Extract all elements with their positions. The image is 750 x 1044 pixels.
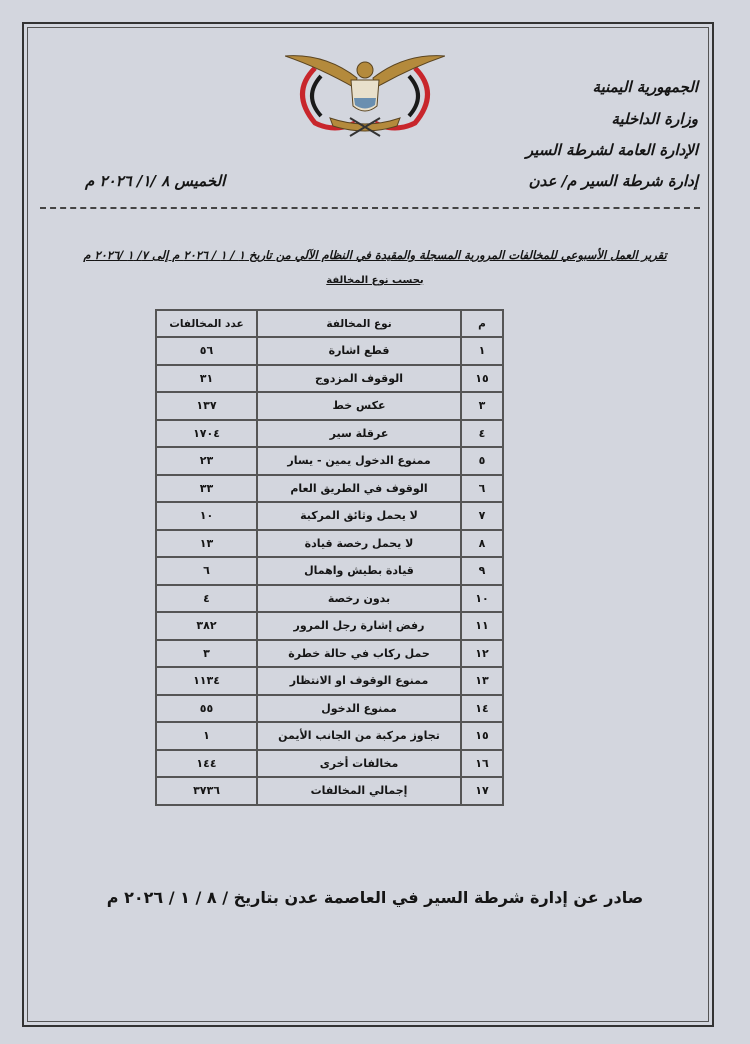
row-number: ٧ bbox=[460, 501, 504, 531]
violation-type: ممنوع الدخول يمين - يسار bbox=[256, 446, 462, 476]
header-ministry: وزارة الداخلية bbox=[611, 110, 698, 128]
violation-count: ١٤٤ bbox=[155, 748, 258, 778]
header-republic: الجمهورية اليمنية bbox=[592, 78, 698, 96]
table-header-row: م نوع المخالفة عدد المخالفات bbox=[155, 309, 504, 338]
violation-type: عكس خط bbox=[256, 391, 462, 421]
row-number: ١٤ bbox=[460, 693, 504, 723]
report-subtitle: بحسب نوع المخالفة bbox=[326, 275, 424, 286]
violation-count: ٤ bbox=[155, 583, 258, 613]
page-border-inner bbox=[27, 27, 709, 1022]
violation-count: ١ bbox=[155, 721, 258, 751]
row-number: ١٦ bbox=[460, 748, 504, 778]
row-number: ١١ bbox=[460, 611, 504, 641]
header-directorate: الإدارة العامة لشرطة السير bbox=[525, 141, 698, 159]
violation-count: ٣١ bbox=[155, 363, 258, 393]
row-number: ٣ bbox=[460, 391, 504, 421]
violation-count: ٥٥ bbox=[155, 693, 258, 723]
row-number: ١٥ bbox=[460, 721, 504, 751]
violation-type: لا يحمل رخصة قيادة bbox=[256, 528, 462, 558]
violation-type: ممنوع الدخول bbox=[256, 693, 462, 723]
row-number: ١٥ bbox=[460, 363, 504, 393]
table-row: ١٦ مخالفات أخرى ١٤٤ bbox=[155, 748, 504, 778]
row-number: ٩ bbox=[460, 556, 504, 586]
table-row: ١٣ ممنوع الوقوف او الانتظار ١١٣٤ bbox=[155, 666, 504, 696]
row-number: ٤ bbox=[460, 418, 504, 448]
violation-type: ممنوع الوقوف او الانتظار bbox=[256, 666, 462, 696]
violation-type: قيادة بطيش واهمال bbox=[256, 556, 462, 586]
violation-count: ١٧٠٤ bbox=[155, 418, 258, 448]
table-row: ١ قطع اشارة ٥٦ bbox=[155, 336, 504, 366]
row-number: ١ bbox=[460, 336, 504, 366]
violation-count: ٦ bbox=[155, 556, 258, 586]
header-date: الخميس ٨ /١/ ٢٠٢٦ م bbox=[85, 172, 226, 190]
issued-by-footer: صادر عن إدارة شرطة السير في العاصمة عدن … bbox=[106, 888, 644, 907]
col-header-count: عدد المخالفات bbox=[155, 309, 258, 338]
eagle-emblem-icon bbox=[285, 55, 445, 137]
violation-count: ١١٣٤ bbox=[155, 666, 258, 696]
table-row: ٧ لا يحمل وثائق المركبة ١٠ bbox=[155, 501, 504, 531]
violation-type: لا يحمل وثائق المركبة bbox=[256, 501, 462, 531]
violation-type: بدون رخصة bbox=[256, 583, 462, 613]
violation-count: ٥٦ bbox=[155, 336, 258, 366]
violation-type: الوقوف في الطريق العام bbox=[256, 473, 462, 503]
table-row: ٦ الوقوف في الطريق العام ٣٣ bbox=[155, 473, 504, 503]
table-row: ٥ ممنوع الدخول يمين - يسار ٢٣ bbox=[155, 446, 504, 476]
table-row: ١١ رفض إشارة رجل المرور ٣٨٢ bbox=[155, 611, 504, 641]
violation-count: ٣٣ bbox=[155, 473, 258, 503]
table-row: ٤ عرقلة سير ١٧٠٤ bbox=[155, 418, 504, 448]
col-header-type: نوع المخالفة bbox=[256, 309, 462, 338]
row-number: ١٢ bbox=[460, 638, 504, 668]
violation-count: ١٣٧ bbox=[155, 391, 258, 421]
violation-count: ١٣ bbox=[155, 528, 258, 558]
violation-type: عرقلة سير bbox=[256, 418, 462, 448]
row-number: ١٠ bbox=[460, 583, 504, 613]
violation-type: الوقوف المزدوج bbox=[256, 363, 462, 393]
violation-count: ٣٨٢ bbox=[155, 611, 258, 641]
violation-count: ١٠ bbox=[155, 501, 258, 531]
violation-type: مخالفات أخرى bbox=[256, 748, 462, 778]
violation-count: ٣ bbox=[155, 638, 258, 668]
table-row: ١٥ الوقوف المزدوج ٣١ bbox=[155, 363, 504, 393]
violation-type: رفض إشارة رجل المرور bbox=[256, 611, 462, 641]
row-number: ١٣ bbox=[460, 666, 504, 696]
row-number: ٥ bbox=[460, 446, 504, 476]
row-number: ١٧ bbox=[460, 776, 504, 806]
violation-type: تجاوز مركبة من الجانب الأيمن bbox=[256, 721, 462, 751]
table-row: ١٢ حمل ركاب في حالة خطرة ٣ bbox=[155, 638, 504, 668]
violation-count: ٣٧٣٦ bbox=[155, 776, 258, 806]
divider bbox=[40, 207, 700, 209]
table-row: ٣ عكس خط ١٣٧ bbox=[155, 391, 504, 421]
row-number: ٦ bbox=[460, 473, 504, 503]
table-row: ٩ قيادة بطيش واهمال ٦ bbox=[155, 556, 504, 586]
col-header-number: م bbox=[460, 309, 504, 338]
violation-type: إجمالي المخالفات bbox=[256, 776, 462, 806]
table-row: ٨ لا يحمل رخصة قيادة ١٣ bbox=[155, 528, 504, 558]
violation-count: ٢٣ bbox=[155, 446, 258, 476]
violation-type: حمل ركاب في حالة خطرة bbox=[256, 638, 462, 668]
row-number: ٨ bbox=[460, 528, 504, 558]
header-department: إدارة شرطة السير م/ عدن bbox=[528, 172, 698, 190]
page-border bbox=[22, 22, 714, 1027]
violations-table: م نوع المخالفة عدد المخالفات ١ قطع اشارة ٥… bbox=[155, 309, 504, 806]
table-row: ١٤ ممنوع الدخول ٥٥ bbox=[155, 693, 504, 723]
violation-type: قطع اشارة bbox=[256, 336, 462, 366]
table-row: ١٧ إجمالي المخالفات ٣٧٣٦ bbox=[155, 776, 504, 806]
table-row: ١٥ تجاوز مركبة من الجانب الأيمن ١ bbox=[155, 721, 504, 751]
report-title: تقرير العمل الأسبوعي للمخالفات المرورية … bbox=[83, 248, 667, 262]
table-row: ١٠ بدون رخصة ٤ bbox=[155, 583, 504, 613]
